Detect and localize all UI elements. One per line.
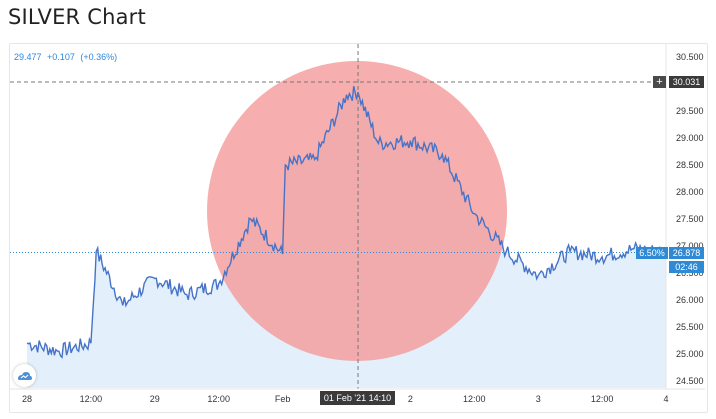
tradingview-cloud-icon[interactable] [13, 364, 36, 387]
y-tick-label: 28.000 [676, 187, 704, 197]
y-tick-label: 28.500 [676, 160, 704, 170]
last-price-label: 26.878 [669, 247, 704, 259]
y-tick-label: 27.000 [676, 241, 704, 251]
page-title: SILVER Chart [8, 5, 146, 29]
quote-line: 29.477 +0.107 (+0.36%) [14, 52, 120, 62]
x-tick-label: 12:00 [207, 394, 230, 404]
x-tick-label: 28 [22, 394, 32, 404]
x-tick-label: Feb [275, 394, 291, 404]
quote-change: +0.107 [47, 52, 75, 62]
countdown-label: 02:46 [669, 261, 704, 273]
x-tick-label: 12:00 [80, 394, 103, 404]
x-tick-label: 12:00 [591, 394, 614, 404]
y-tick-label: 29.500 [676, 106, 704, 116]
crosshair-price-label: 30.031 [669, 76, 704, 88]
quote-change-pct: (+0.36%) [80, 52, 118, 62]
percent-badge: 6.50% [636, 247, 668, 259]
x-tick-label: 12:00 [463, 394, 486, 404]
x-tick-label: 29 [150, 394, 160, 404]
y-tick-label: 24.500 [676, 376, 704, 386]
price-line [26, 86, 667, 359]
y-tick-label: 25.000 [676, 349, 704, 359]
highlight-circle [207, 61, 507, 361]
y-tick-label: 25.500 [676, 322, 704, 332]
x-tick-label: 3 [536, 394, 541, 404]
y-tick-label: 26.500 [676, 268, 704, 278]
y-tick-label: 29.000 [676, 133, 704, 143]
price-axis: 30.50030.00029.50029.00028.50028.00027.5… [676, 52, 704, 386]
crosshair-time-label: 01 Feb '21 14:10 [320, 391, 395, 405]
y-tick-label: 27.500 [676, 214, 704, 224]
plus-icon[interactable]: + [653, 76, 666, 88]
x-tick-label: 4 [663, 394, 668, 404]
y-tick-label: 30.500 [676, 52, 704, 62]
x-tick-label: 2 [408, 394, 413, 404]
quote-last: 29.477 [14, 52, 42, 62]
y-tick-label: 26.000 [676, 295, 704, 305]
